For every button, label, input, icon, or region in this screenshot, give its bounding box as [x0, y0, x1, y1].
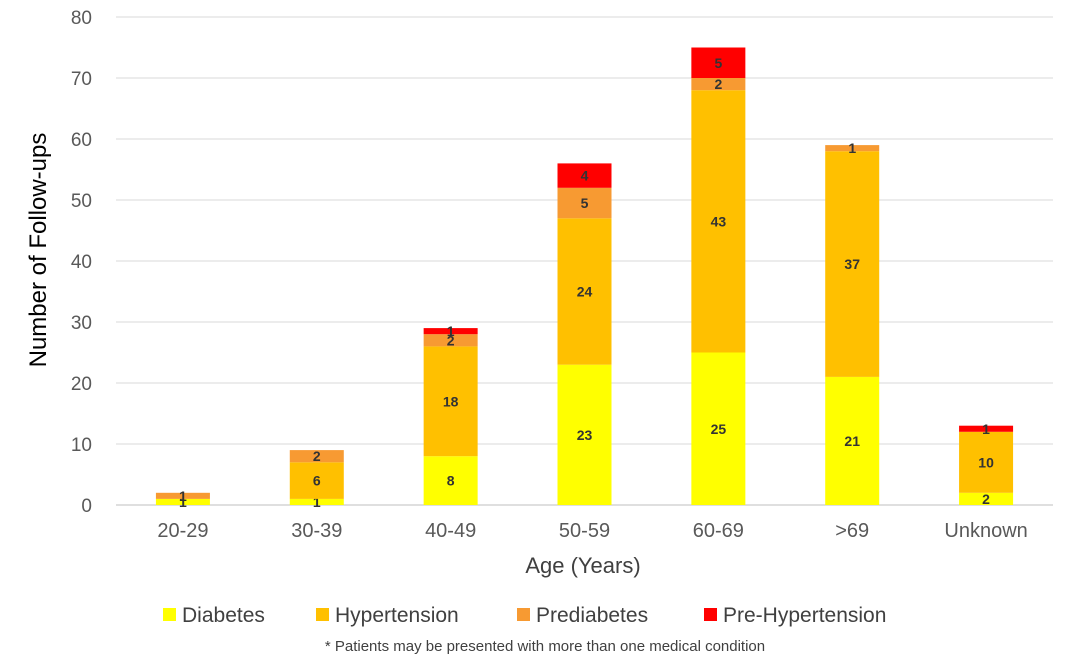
legend-swatch	[704, 608, 717, 621]
bar-segment	[289, 450, 344, 463]
y-tick-label: 20	[71, 374, 92, 395]
y-tick-label: 0	[81, 496, 92, 517]
legend-swatch	[316, 608, 329, 621]
y-tick-label: 40	[71, 252, 92, 273]
x-tick-label: 60-69	[693, 520, 744, 542]
x-tick-label: 20-29	[157, 520, 208, 542]
bar-segment	[423, 334, 478, 347]
y-axis-ticks: 0 10 20 30 40 50 60 70 80	[71, 8, 92, 517]
x-tick-label: Unknown	[944, 520, 1027, 542]
data-label: 2	[982, 491, 990, 507]
data-label: 6	[313, 473, 321, 489]
bar-segment	[155, 498, 210, 505]
data-label: 1	[179, 494, 187, 510]
bar-segment	[423, 346, 478, 457]
x-axis-label: Age (Years)	[525, 553, 640, 578]
bar-segment	[423, 328, 478, 335]
data-label: 23	[577, 427, 593, 443]
legend-swatch	[163, 608, 176, 621]
bar-segment	[825, 151, 880, 377]
legend-label: Prediabetes	[536, 604, 648, 627]
y-tick-label: 10	[71, 435, 92, 456]
bar-segment	[959, 492, 1014, 505]
bar-segment	[959, 425, 1014, 432]
data-label: 1	[982, 421, 990, 437]
data-label: 24	[577, 284, 593, 300]
legend-swatch	[517, 608, 530, 621]
data-label: 8	[447, 473, 455, 489]
y-axis-label: Number of Follow-ups	[25, 133, 52, 368]
bar-segment	[691, 47, 746, 78]
data-label: 4	[581, 168, 589, 184]
bar-segment	[155, 492, 210, 499]
x-axis-ticks: 20-29 30-39 40-49 50-59 60-69 >69 Unknown	[157, 520, 1027, 542]
legend-label: Diabetes	[182, 604, 265, 627]
data-label: 21	[844, 433, 860, 449]
data-label: 1	[179, 488, 187, 504]
data-label: 1	[848, 140, 856, 156]
data-label: 2	[714, 76, 722, 92]
data-label: 1	[447, 323, 455, 339]
data-label: 25	[711, 421, 727, 437]
bar-segment	[423, 456, 478, 505]
data-label: 5	[714, 55, 722, 71]
x-tick-label: 40-49	[425, 520, 476, 542]
y-tick-label: 70	[71, 69, 92, 90]
bar-segment	[825, 145, 880, 152]
data-label: 18	[443, 393, 459, 409]
bar-segment	[557, 163, 612, 188]
x-tick-label: 50-59	[559, 520, 610, 542]
x-tick-label: >69	[835, 520, 869, 542]
y-tick-label: 80	[71, 8, 92, 29]
bar-segment	[959, 431, 1014, 493]
data-label: 1	[313, 494, 321, 510]
y-tick-label: 60	[71, 130, 92, 151]
bar-segment	[289, 498, 344, 505]
data-label: 43	[711, 213, 727, 229]
legend-label: Hypertension	[335, 604, 459, 627]
y-tick-label: 50	[71, 191, 92, 212]
bar-segment	[557, 187, 612, 219]
bar-segment	[691, 90, 746, 353]
bar-segment	[289, 462, 344, 499]
data-label: 5	[581, 195, 589, 211]
legend: Diabetes Hypertension Prediabetes Pre-Hyper…	[163, 604, 886, 627]
x-tick-label: 30-39	[291, 520, 342, 542]
bar-segment	[691, 78, 746, 91]
data-label: 2	[313, 448, 321, 464]
bar-segment	[825, 376, 880, 505]
legend-label: Pre-Hypertension	[723, 604, 886, 627]
data-label: 37	[844, 256, 860, 272]
bar-segment	[557, 364, 612, 505]
data-label: 2	[447, 332, 455, 348]
bar-segment	[557, 218, 612, 365]
data-label: 10	[978, 454, 994, 470]
footnote: * Patients may be presented with more th…	[325, 638, 765, 655]
y-tick-label: 30	[71, 313, 92, 334]
bar-segment	[691, 352, 746, 505]
